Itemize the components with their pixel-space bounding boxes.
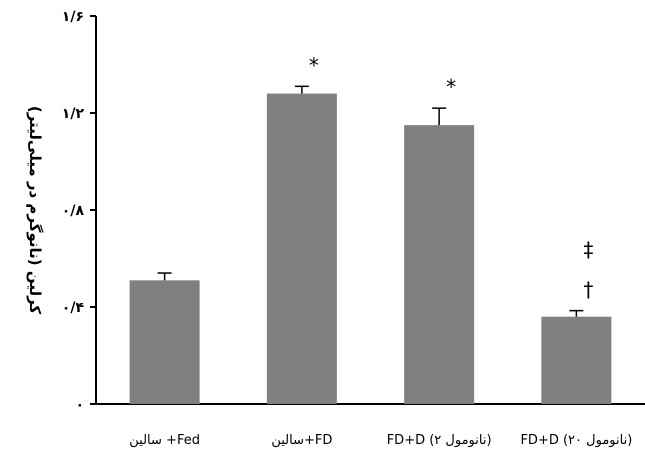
labels: سالین +Fed * سالین+FD * FD+D (۲ نانومول) ‡ † FD…	[129, 53, 632, 448]
y-axis-label: کرلین (نانوگرم در میلی‌لیتر)	[26, 106, 44, 315]
category-label: FD+D (۲ نانومول)	[387, 433, 492, 448]
significance-marker: *	[446, 75, 456, 99]
bar	[541, 316, 612, 404]
category-label: FD+D (۲۰ نانومول)	[520, 433, 632, 448]
y-tick-label: ۰/۸	[62, 203, 85, 219]
category-label: سالین+FD	[271, 433, 332, 448]
significance-marker: ‡	[583, 238, 593, 262]
y-tick-label: ۱/۶	[62, 9, 84, 25]
significance-marker: *	[309, 53, 319, 77]
y-tick-label: ۱/۲	[62, 106, 85, 122]
significance-marker: †	[583, 278, 593, 302]
bars	[129, 85, 612, 404]
y-tick-label: ۰/۴	[62, 300, 85, 316]
bar	[266, 93, 337, 404]
bar	[404, 125, 475, 404]
category-label: سالین +Fed	[129, 433, 200, 448]
bar	[129, 280, 200, 404]
y-tick-label: ۰	[75, 397, 84, 413]
